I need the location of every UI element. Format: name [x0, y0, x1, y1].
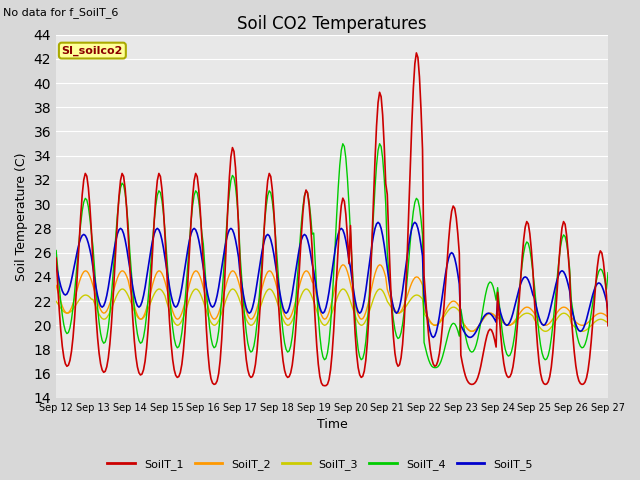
- Legend: SoilT_1, SoilT_2, SoilT_3, SoilT_4, SoilT_5: SoilT_1, SoilT_2, SoilT_3, SoilT_4, Soil…: [103, 455, 537, 474]
- Text: No data for f_SoilT_6: No data for f_SoilT_6: [3, 7, 118, 18]
- Text: SI_soilco2: SI_soilco2: [61, 46, 123, 56]
- Title: Soil CO2 Temperatures: Soil CO2 Temperatures: [237, 15, 427, 33]
- X-axis label: Time: Time: [317, 419, 348, 432]
- Y-axis label: Soil Temperature (C): Soil Temperature (C): [15, 152, 28, 280]
